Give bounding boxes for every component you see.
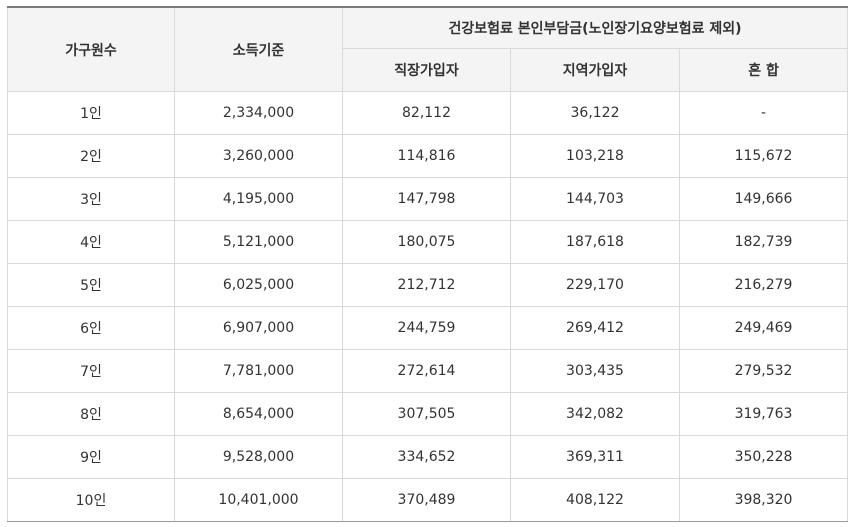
cell-household: 3인 — [7, 177, 175, 221]
cell-household: 6인 — [7, 306, 175, 350]
cell-household: 7인 — [7, 349, 175, 393]
cell-regional: 36,122 — [510, 91, 680, 135]
cell-household: 2인 — [7, 134, 175, 178]
cell-income: 8,654,000 — [174, 392, 343, 436]
cell-household: 9인 — [7, 435, 175, 479]
table-row: 6인 6,907,000 244,759 269,412 249,469 — [7, 306, 849, 350]
cell-employee: 147,798 — [342, 177, 511, 221]
cell-mixed: 149,666 — [678, 177, 849, 221]
table-body: 1인 2,334,000 82,112 36,122-2인 3,260,000 114,8… — [7, 91, 849, 522]
cell-regional: 369,311 — [510, 435, 680, 479]
premium-table: 가구원수 소득기준 건강보험료 본인부담금(노인장기요양보험료 제외) 직장가입… — [7, 6, 849, 522]
cell-regional: 269,412 — [510, 306, 680, 350]
table-row: 4인 5,121,000 180,075 187,618 182,739 — [7, 220, 849, 264]
header-mixed: 혼 합 — [678, 48, 849, 92]
cell-employee: 370,489 — [342, 478, 511, 522]
table-row: 10인 10,401,000 370,489 408,122 398,320 — [7, 478, 849, 522]
table-row: 9인 9,528,000 334,652 369,311 350,228 — [7, 435, 849, 479]
header-row-sub: 직장가입자 지역가입자 혼 합 — [8, 48, 849, 92]
cell-employee: 334,652 — [342, 435, 511, 479]
cell-employee: 212,712 — [342, 263, 511, 307]
header-employee: 직장가입자 — [342, 48, 511, 92]
cell-regional: 408,122 — [510, 478, 680, 522]
cell-mixed: 182,739 — [678, 220, 849, 264]
cell-regional: 229,170 — [510, 263, 680, 307]
cell-mixed: - — [678, 91, 849, 135]
cell-mixed: 216,279 — [678, 263, 849, 307]
header-row-top: 가구원수 소득기준 건강보험료 본인부담금(노인장기요양보험료 제외) — [7, 6, 849, 92]
cell-household: 10인 — [7, 478, 175, 522]
cell-regional: 342,082 — [510, 392, 680, 436]
cell-household: 8인 — [7, 392, 175, 436]
cell-mixed: 350,228 — [678, 435, 849, 479]
cell-regional: 103,218 — [510, 134, 680, 178]
cell-income: 7,781,000 — [174, 349, 343, 393]
cell-income: 5,121,000 — [174, 220, 343, 264]
cell-income: 2,334,000 — [174, 91, 343, 135]
table-header: 가구원수 소득기준 건강보험료 본인부담금(노인장기요양보험료 제외) 직장가입… — [7, 6, 849, 92]
table-row: 1인 2,334,000 82,112 36,122- — [7, 91, 849, 135]
cell-mixed: 279,532 — [678, 349, 849, 393]
table-row: 5인 6,025,000 212,712 229,170 216,279 — [7, 263, 849, 307]
table-container: 가구원수 소득기준 건강보험료 본인부담금(노인장기요양보험료 제외) 직장가입… — [7, 6, 849, 522]
cell-mixed: 398,320 — [678, 478, 849, 522]
cell-employee: 244,759 — [342, 306, 511, 350]
cell-regional: 187,618 — [510, 220, 680, 264]
cell-household: 5인 — [7, 263, 175, 307]
cell-income: 6,907,000 — [174, 306, 343, 350]
cell-household: 1인 — [7, 91, 175, 135]
header-income: 소득기준 — [174, 6, 343, 92]
cell-regional: 144,703 — [510, 177, 680, 221]
table-row: 7인 7,781,000 272,614 303,435 279,532 — [7, 349, 849, 393]
header-premium-group: 건강보험료 본인부담금(노인장기요양보험료 제외) — [341, 6, 849, 49]
cell-income: 6,025,000 — [174, 263, 343, 307]
cell-employee: 272,614 — [342, 349, 511, 393]
header-regional: 지역가입자 — [510, 48, 680, 92]
cell-income: 10,401,000 — [174, 478, 343, 522]
cell-employee: 82,112 — [342, 91, 511, 135]
cell-employee: 180,075 — [342, 220, 511, 264]
cell-mixed: 319,763 — [678, 392, 849, 436]
cell-income: 9,528,000 — [174, 435, 343, 479]
cell-mixed: 249,469 — [678, 306, 849, 350]
cell-employee: 307,505 — [342, 392, 511, 436]
cell-mixed: 115,672 — [678, 134, 849, 178]
cell-household: 4인 — [7, 220, 175, 264]
cell-income: 4,195,000 — [174, 177, 343, 221]
table-row: 3인 4,195,000 147,798 144,703 149,666 — [7, 177, 849, 221]
cell-regional: 303,435 — [510, 349, 680, 393]
table-row: 2인 3,260,000 114,816 103,218 115,672 — [7, 134, 849, 178]
table-row: 8인 8,654,000 307,505 342,082 319,763 — [7, 392, 849, 436]
cell-income: 3,260,000 — [174, 134, 343, 178]
header-household: 가구원수 — [7, 6, 175, 92]
cell-employee: 114,816 — [342, 134, 511, 178]
